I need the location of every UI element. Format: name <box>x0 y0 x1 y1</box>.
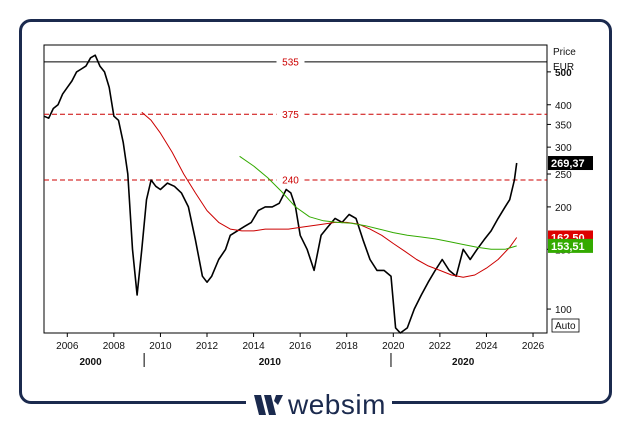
y-tick-label: 100 <box>555 305 572 316</box>
websim-logo: websim <box>246 389 392 421</box>
x-tick-label: 2014 <box>242 341 265 352</box>
y-tick-label: 350 <box>555 120 572 131</box>
y-tick-label: 250 <box>555 170 572 181</box>
y-tick-label: 400 <box>555 101 572 112</box>
websim-logo-text: websim <box>288 389 386 420</box>
x-tick-label: 2024 <box>475 341 498 352</box>
hline-label-375: 375 <box>282 110 299 121</box>
x-tick-label: 2016 <box>289 341 312 352</box>
y-tick-label: 500 <box>555 68 572 79</box>
value-badge-label: 153,51 <box>551 241 585 253</box>
x-tick-label: 2010 <box>149 341 172 352</box>
x-tick-label: 2018 <box>336 341 359 352</box>
x-tick-label: 2012 <box>196 341 219 352</box>
x-tick-label: 2022 <box>429 341 452 352</box>
x-major-label: 2010 <box>259 357 282 368</box>
value-badge-bg <box>548 238 593 253</box>
moving-average-line-2 <box>239 155 517 250</box>
y-axis-unit: EUR <box>553 62 574 73</box>
hline-label-535: 535 <box>282 57 299 68</box>
moving-average-line-1 <box>141 111 518 278</box>
y-axis-label: Price <box>553 47 576 58</box>
x-tick-label: 2006 <box>56 341 79 352</box>
auto-scale-label[interactable]: Auto <box>555 321 576 332</box>
y-tick-label: 300 <box>555 143 572 154</box>
hline-label-240: 240 <box>282 176 299 187</box>
y-tick-label: 200 <box>555 203 572 214</box>
x-major-label: 2020 <box>452 357 475 368</box>
x-major-label: 2000 <box>79 357 102 368</box>
value-badge-label: 269,37 <box>551 158 585 170</box>
x-tick-label: 2008 <box>103 341 126 352</box>
price-line <box>43 54 518 334</box>
x-tick-label: 2020 <box>382 341 405 352</box>
websim-logo-icon <box>254 395 283 415</box>
x-tick-label: 2026 <box>522 341 545 352</box>
plot-area <box>43 44 548 334</box>
auto-scale-button[interactable] <box>551 318 580 333</box>
value-badge-bg <box>548 156 593 171</box>
